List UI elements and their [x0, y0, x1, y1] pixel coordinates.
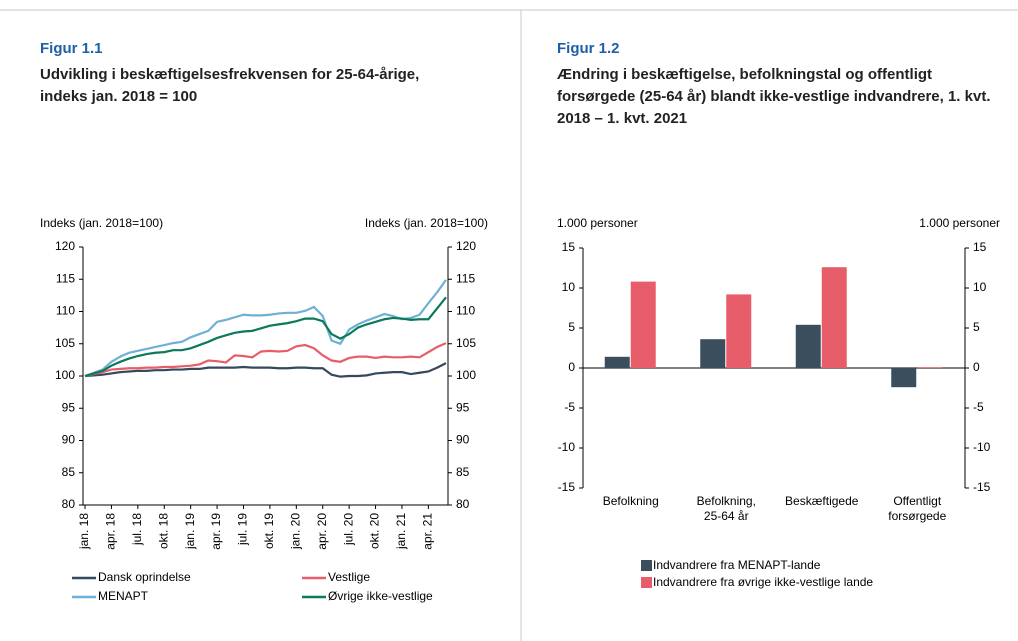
x-tick-label: jul. 18	[130, 513, 144, 546]
y2-tick-label: 115	[456, 271, 475, 285]
y-tick-label: 0	[568, 360, 575, 374]
x-tick-label: Offentligt forsørgede	[888, 494, 947, 523]
x-tick-label: apr. 19	[209, 513, 223, 550]
y2-tick-label: -10	[973, 440, 991, 454]
y2-tick-label: 100	[456, 368, 476, 382]
x-tick-label: jul. 20	[341, 513, 355, 546]
y2-tick-label: 95	[456, 400, 470, 414]
line	[84, 342, 447, 378]
y2-axis-label: 1.000 personer	[919, 216, 1000, 230]
chart-title: Udvikling i beskæftigelsesfrekvensen for…	[40, 66, 420, 105]
x-tick-label: apr. 20	[315, 513, 329, 550]
y-tick-label: 85	[62, 465, 76, 479]
legend-label: Indvandrere fra MENAPT-lande	[653, 558, 821, 572]
y2-tick-label: -5	[973, 400, 984, 414]
legend-label: MENAPT	[98, 589, 149, 603]
y-tick-label: 110	[56, 304, 75, 318]
bar	[917, 367, 943, 368]
bar	[795, 324, 821, 368]
y2-tick-label: 120	[456, 239, 476, 253]
x-tick-label: apr. 18	[104, 513, 118, 550]
y-tick-label: 15	[562, 240, 576, 254]
bar	[726, 294, 752, 368]
y-axis-label: Indeks (jan. 2018=100)	[40, 216, 163, 230]
legend-swatch	[641, 577, 652, 588]
figure-label: Figur 1.1	[40, 40, 103, 57]
line	[84, 296, 447, 378]
x-tick-label: jan. 19	[183, 513, 197, 550]
chart-title: Ændring i beskæftigelse, befolkningstal …	[557, 66, 991, 127]
x-tick-label: apr. 21	[421, 513, 435, 550]
x-tick-label: jan. 20	[288, 513, 302, 550]
y2-tick-label: 0	[973, 360, 980, 374]
bar	[821, 267, 847, 368]
legend-swatch	[641, 560, 652, 571]
y-tick-label: -15	[558, 480, 576, 494]
x-tick-label: jan. 21	[394, 513, 408, 550]
y-tick-label: 115	[56, 271, 75, 285]
y-tick-label: 90	[62, 433, 76, 447]
x-tick-label: okt. 19	[262, 513, 276, 549]
x-tick-label: jan. 18	[77, 513, 91, 550]
y-tick-label: 120	[55, 239, 75, 253]
line	[84, 279, 447, 378]
bar	[630, 281, 656, 368]
y2-tick-label: -15	[973, 480, 991, 494]
x-tick-label: Befolkning	[602, 494, 659, 508]
bar	[604, 356, 630, 368]
legend-label: Dansk oprindelse	[98, 570, 191, 584]
y2-tick-label: 10	[973, 280, 987, 294]
figure-label: Figur 1.2	[557, 40, 620, 57]
y-axis-label: 1.000 personer	[557, 216, 638, 230]
y2-tick-label: 5	[973, 320, 980, 334]
legend-label: Vestlige	[328, 570, 370, 584]
y2-tick-label: 85	[456, 465, 470, 479]
bar	[891, 368, 917, 388]
y2-tick-label: 105	[456, 336, 476, 350]
bar	[700, 339, 726, 368]
y-tick-label: 5	[568, 320, 575, 334]
x-tick-label: okt. 20	[368, 513, 382, 549]
y-tick-label: 95	[62, 400, 76, 414]
y-tick-label: 100	[55, 368, 75, 382]
y-tick-label: -5	[564, 400, 575, 414]
line	[84, 362, 447, 378]
y-tick-label: 105	[55, 336, 75, 350]
legend-label: Øvrige ikke-vestlige	[328, 589, 433, 603]
y2-tick-label: 90	[456, 433, 470, 447]
y2-tick-label: 110	[456, 304, 475, 318]
y-tick-label: 10	[562, 280, 576, 294]
x-tick-label: okt. 18	[156, 513, 170, 549]
legend-label: Indvandrere fra øvrige ikke-vestlige lan…	[653, 575, 873, 589]
x-tick-label: jul. 19	[236, 513, 250, 546]
y2-tick-label: 80	[456, 497, 470, 511]
x-tick-label: Beskæftigede	[785, 494, 859, 508]
y-tick-label: -10	[558, 440, 576, 454]
y2-tick-label: 15	[973, 240, 987, 254]
x-tick-label: Befolkning, 25-64 år	[696, 494, 756, 523]
y-tick-label: 80	[62, 497, 76, 511]
y2-axis-label: Indeks (jan. 2018=100)	[365, 216, 488, 230]
